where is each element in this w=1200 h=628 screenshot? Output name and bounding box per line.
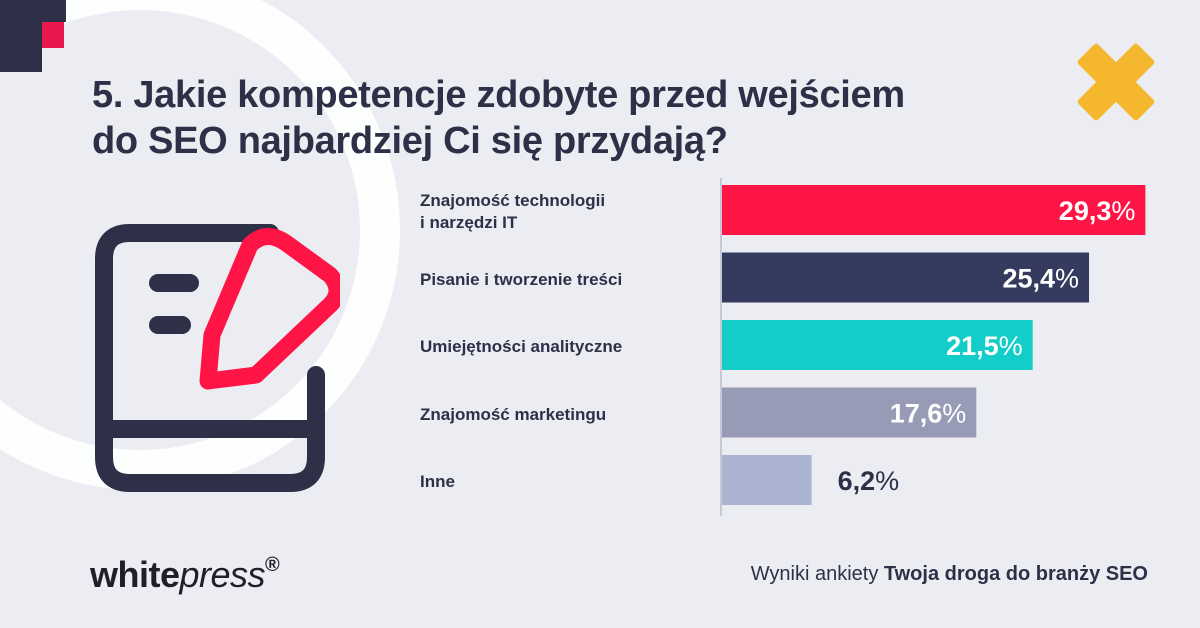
bar [722, 252, 1090, 303]
bar-value-label: 6,2% [838, 466, 900, 496]
pixel-block-dark-2 [42, 0, 66, 22]
category-label-line: Znajomość technologii [420, 191, 606, 210]
category-label: Pisanie i tworzenie treści [420, 269, 710, 291]
bar [722, 387, 977, 438]
category-label: Umiejętności analityczne [420, 336, 710, 358]
category-label: Znajomość technologii i narzędzi IT [420, 190, 710, 234]
category-label-line: Znajomość marketingu [420, 404, 607, 424]
category-label-line: Pisanie i tworzenie treści [420, 269, 623, 289]
pixel-block-dark [0, 0, 42, 72]
bar-value-label: 21,5% [946, 331, 1023, 361]
pencil-icon [199, 228, 340, 390]
page-title: 5. Jakie kompetencje zdobyte przed wejśc… [92, 72, 905, 164]
bar-value-label: 17,6% [890, 399, 967, 429]
decorative-cross-icon [1077, 43, 1155, 121]
whitepress-logo: whitepress® [90, 554, 280, 595]
category-label-line: i narzędzi IT [420, 213, 518, 232]
background-ring [0, 0, 400, 490]
bar [722, 320, 1033, 370]
survey-footer: Wyniki ankiety Twoja droga do branży SEO [751, 563, 1148, 586]
title-line-1: 5. Jakie kompetencje zdobyte przed wejśc… [92, 74, 905, 116]
title-line-2: do SEO najbardziej Ci się przydają? [92, 120, 728, 162]
bar-value-label: 25,4% [1002, 264, 1079, 294]
bar [722, 185, 1146, 235]
footer-prefix: Wyniki ankiety [750, 563, 879, 585]
pixel-block-red [42, 22, 64, 48]
document-outline [95, 224, 325, 492]
document-edit-icon [95, 224, 340, 492]
category-label: Inne [420, 471, 710, 493]
footer-survey-name: Twoja droga do branży SEO [883, 563, 1148, 585]
category-label-line: Umiejętności analityczne [420, 337, 623, 356]
bar-value-label: 29,3% [1059, 196, 1136, 226]
bar [722, 455, 812, 505]
category-label: Znajomość marketingu [420, 404, 710, 426]
category-label-line: Inne [420, 472, 455, 491]
